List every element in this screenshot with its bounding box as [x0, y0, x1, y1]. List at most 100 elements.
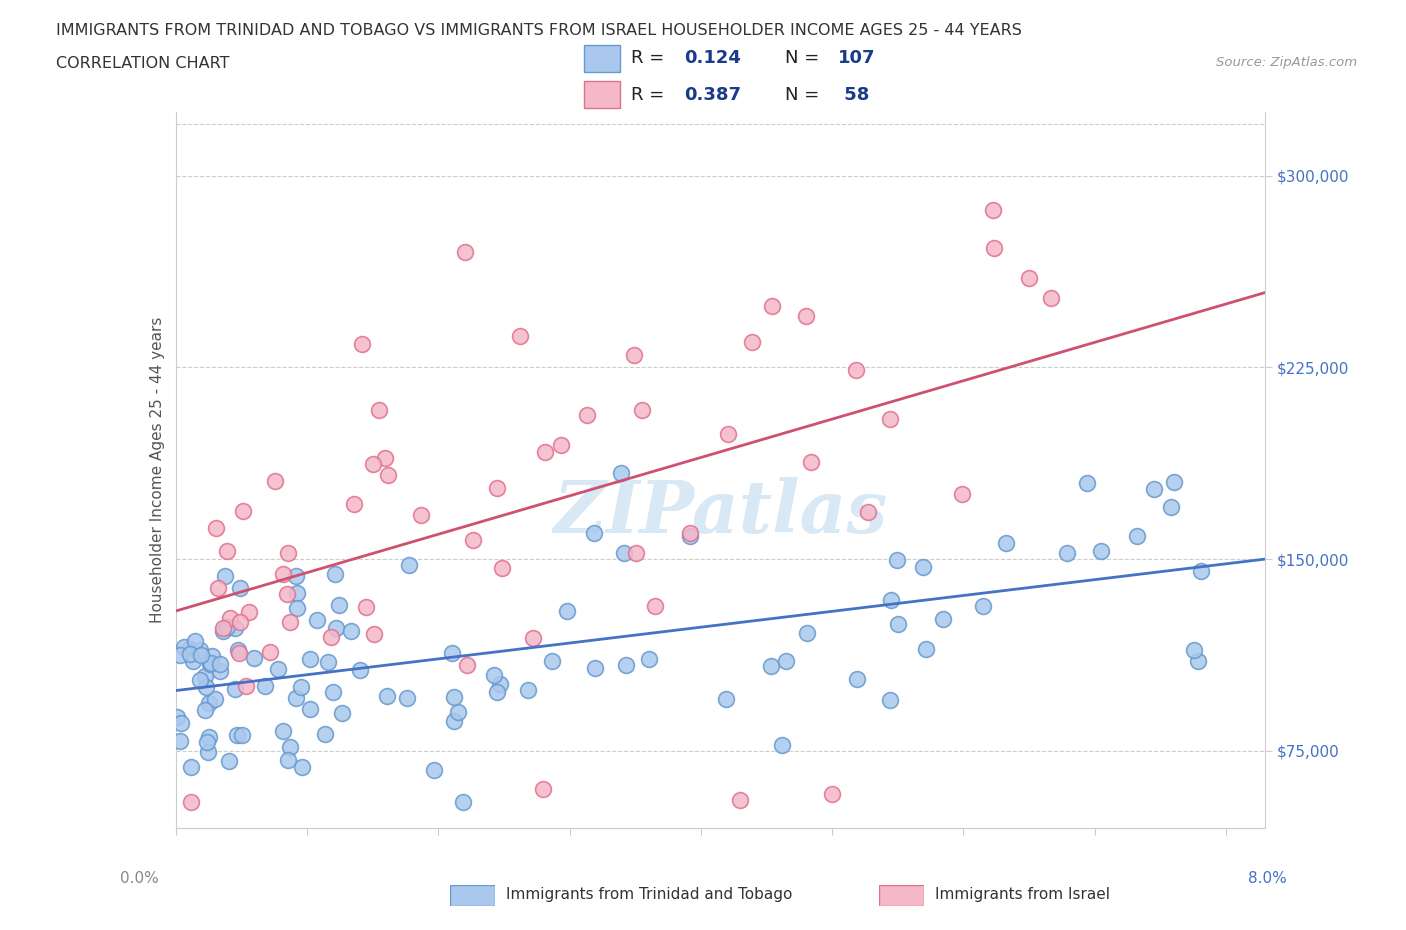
Point	[314, 726, 336, 741]
Point	[679, 525, 702, 540]
Point	[453, 245, 475, 259]
Point	[489, 676, 512, 691]
Point	[1125, 528, 1147, 543]
Point	[557, 604, 579, 618]
Point	[761, 658, 783, 673]
Point	[226, 643, 249, 658]
Point	[290, 679, 312, 694]
Point	[277, 753, 299, 768]
Text: ZIPatlas: ZIPatlas	[554, 477, 887, 548]
Point	[197, 744, 219, 759]
Point	[183, 633, 205, 648]
Point	[879, 411, 901, 426]
Point	[678, 529, 700, 544]
Point	[714, 691, 737, 706]
Point	[276, 586, 298, 601]
Point	[169, 647, 191, 662]
Point	[179, 642, 201, 657]
Point	[231, 728, 253, 743]
Point	[179, 647, 201, 662]
Point	[173, 639, 195, 654]
Point	[232, 503, 254, 518]
Point	[183, 654, 205, 669]
Point	[278, 740, 301, 755]
Point	[291, 760, 314, 775]
Point	[886, 552, 908, 567]
Point	[1143, 482, 1166, 497]
Point	[440, 645, 463, 660]
Point	[637, 652, 659, 667]
Point	[761, 299, 783, 314]
Point	[623, 347, 645, 362]
Point	[1056, 546, 1078, 561]
Point	[491, 560, 513, 575]
Point	[218, 611, 240, 626]
Text: R =: R =	[631, 49, 671, 67]
Point	[612, 546, 634, 561]
Point	[343, 497, 366, 512]
Point	[583, 660, 606, 675]
Point	[287, 601, 309, 616]
Point	[915, 642, 938, 657]
Point	[299, 701, 322, 716]
Point	[423, 763, 446, 777]
Point	[305, 613, 328, 628]
Point	[242, 650, 264, 665]
Point	[1187, 653, 1209, 668]
Point	[284, 691, 307, 706]
Point	[582, 525, 605, 540]
Point	[195, 680, 218, 695]
Text: Source: ZipAtlas.com: Source: ZipAtlas.com	[1216, 56, 1357, 69]
Text: IMMIGRANTS FROM TRINIDAD AND TOBAGO VS IMMIGRANTS FROM ISRAEL HOUSEHOLDER INCOME: IMMIGRANTS FROM TRINIDAD AND TOBAGO VS I…	[56, 23, 1022, 38]
Point	[363, 627, 385, 642]
Point	[212, 620, 235, 635]
Point	[299, 651, 322, 666]
Point	[972, 599, 994, 614]
Point	[887, 617, 910, 631]
Point	[340, 624, 363, 639]
Point	[169, 734, 191, 749]
Text: 0.0%: 0.0%	[120, 871, 159, 886]
Point	[932, 612, 955, 627]
Point	[879, 693, 901, 708]
Text: N =: N =	[785, 49, 825, 67]
Point	[614, 658, 637, 672]
Point	[180, 760, 202, 775]
Point	[325, 620, 347, 635]
Point	[717, 427, 740, 442]
Point	[522, 631, 544, 645]
Text: 0.124: 0.124	[685, 49, 741, 67]
Point	[610, 465, 633, 480]
Point	[845, 672, 868, 687]
Point	[794, 309, 817, 324]
Point	[266, 662, 288, 677]
Point	[447, 704, 470, 719]
Point	[484, 668, 506, 683]
Text: Immigrants from Trinidad and Tobago: Immigrants from Trinidad and Tobago	[506, 887, 793, 902]
Point	[1189, 563, 1212, 578]
Point	[796, 626, 818, 641]
Text: 0.387: 0.387	[685, 86, 741, 103]
Point	[194, 702, 217, 717]
Point	[350, 337, 373, 352]
Point	[180, 794, 202, 809]
Point	[212, 623, 235, 638]
Point	[208, 657, 231, 671]
Point	[1076, 476, 1098, 491]
Point	[1160, 499, 1182, 514]
Point	[200, 655, 222, 670]
Point	[911, 559, 934, 574]
FancyBboxPatch shape	[583, 46, 620, 72]
Point	[228, 615, 250, 630]
Point	[190, 647, 212, 662]
Point	[375, 688, 398, 703]
Text: 8.0%: 8.0%	[1247, 871, 1286, 886]
Point	[983, 241, 1005, 256]
Point	[264, 473, 287, 488]
Point	[215, 543, 238, 558]
Point	[550, 437, 572, 452]
Point	[631, 403, 654, 418]
Text: Immigrants from Israel: Immigrants from Israel	[935, 887, 1109, 902]
Y-axis label: Householder Income Ages 25 - 44 years: Householder Income Ages 25 - 44 years	[149, 316, 165, 623]
Point	[770, 737, 793, 752]
